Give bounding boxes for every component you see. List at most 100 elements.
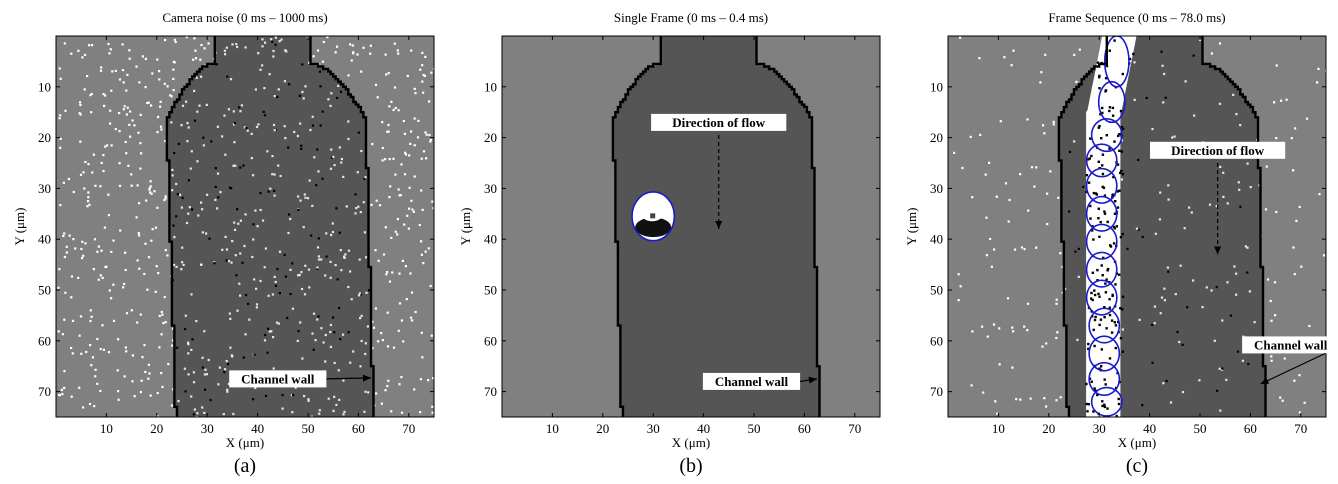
trace-pixel [1097,126,1100,129]
noise-pixel [89,94,92,97]
noise-pixel [272,49,275,53]
noise-pixel [409,272,412,275]
noise-pixel [186,122,189,125]
noise-pixel [335,207,338,210]
cell-outline [1085,167,1118,204]
noise-pixel [277,322,280,325]
noise-pixel [1285,98,1288,101]
trace-pixel [1090,297,1093,300]
noise-pixel [278,292,281,295]
noise-pixel [301,357,304,360]
trace-pixel [1113,39,1116,42]
noise-pixel [194,49,197,52]
noise-pixel [355,207,358,210]
noise-pixel [181,196,184,200]
noise-pixel [414,92,417,95]
trace-pixel [1113,140,1116,143]
noise-pixel [99,389,102,393]
noise-pixel [203,373,206,376]
noise-pixel [160,310,163,313]
noise-pixel [196,412,199,415]
x-tick-label: 20 [1042,421,1055,436]
noise-pixel [336,96,339,100]
noise-pixel [97,278,100,281]
noise-pixel [188,206,191,209]
trace-pixel [1099,318,1103,321]
noise-pixel [87,191,90,194]
noise-pixel [147,101,150,104]
noise-pixel [181,246,184,249]
noise-pixel [300,147,303,150]
noise-pixel [242,356,245,359]
noise-pixel [404,151,407,154]
noise-pixel [184,328,187,331]
trace-pixel [1119,171,1122,175]
noise-pixel [71,352,74,355]
trace-pixel [1097,292,1100,296]
noise-pixel [1033,185,1036,188]
noise-pixel [273,95,276,98]
noise-pixel [58,67,61,70]
trace-pixel [1115,225,1118,228]
noise-pixel [63,255,66,259]
noise-pixel [431,411,434,414]
trace-pixel [1101,274,1104,277]
noise-pixel [100,66,103,69]
noise-pixel [988,161,991,164]
noise-pixel [349,43,352,46]
noise-pixel [59,114,62,117]
x-axis-label: X (μm) [1118,435,1156,450]
plot-area [502,36,880,417]
channel-wall-left [611,36,662,417]
noise-pixel [365,291,368,294]
noise-pixel [139,142,142,145]
noise-pixel [335,403,338,406]
noise-pixel [232,110,235,113]
y-tick-label: 50 [930,283,943,298]
noise-pixel [274,43,277,46]
noise-pixel [970,384,973,387]
noise-pixel [72,190,75,194]
noise-pixel [398,272,401,275]
noise-pixel [385,273,388,276]
noise-pixel [222,413,225,416]
noise-pixel [387,123,390,127]
noise-pixel [386,385,389,388]
noise-pixel [153,190,156,193]
noise-pixel [1221,367,1224,370]
noise-pixel [957,273,960,276]
noise-pixel [429,138,432,141]
x-tick-label: 50 [748,421,761,436]
noise-pixel [61,393,64,396]
noise-pixel [371,347,374,350]
trace-pixel [1102,256,1105,260]
noise-pixel [302,97,305,100]
channel-wall-arrow-line [1260,352,1326,385]
noise-pixel [1292,246,1295,249]
cell-outline [1085,143,1118,178]
trace-pixel [1103,405,1107,409]
noise-pixel [240,104,243,107]
trace-pixel [1121,295,1125,298]
trace-pixel [1091,271,1094,274]
trace-pixel [1090,291,1093,295]
noise-pixel [314,339,317,342]
noise-pixel [201,356,204,359]
noise-pixel [1011,326,1014,329]
noise-pixel [343,256,346,259]
trace-pixel [1102,186,1106,189]
channel-wall-right [755,36,821,417]
noise-pixel [139,167,142,170]
noise-pixel [1246,271,1249,274]
noise-pixel [408,186,411,189]
noise-pixel [126,73,129,76]
noise-pixel [190,348,193,351]
noise-pixel [324,274,327,277]
x-tick-label: 30 [647,421,660,436]
noise-pixel [84,160,87,164]
noise-pixel [79,140,82,143]
trace-pixel [1087,158,1090,161]
noise-pixel [360,149,363,153]
noise-pixel [297,208,300,211]
noise-pixel [171,339,175,342]
